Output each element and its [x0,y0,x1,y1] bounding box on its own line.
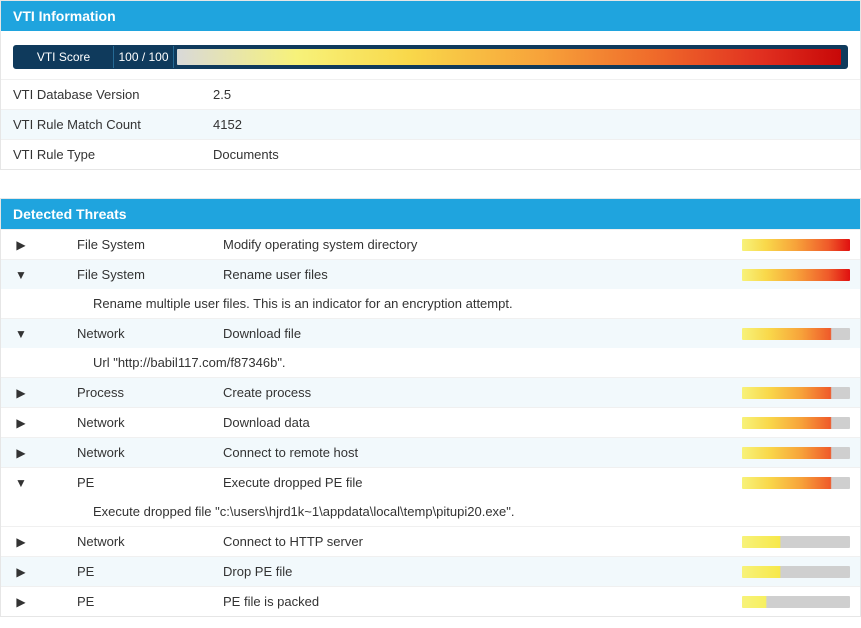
threat-row: ▶PEDrop PE file [1,556,860,586]
vti-score-label: VTI Score [14,46,114,68]
severity-bar [742,566,850,578]
threat-category: Network [33,445,223,460]
vti-kv-label: VTI Rule Type [13,147,213,162]
severity-bar [742,239,850,251]
vti-kv-row: VTI Database Version2.5 [1,79,860,109]
vti-kv-value: 4152 [213,117,848,132]
severity-bar [742,269,850,281]
threats-panel: Detected Threats ▶File SystemModify oper… [0,198,861,617]
threat-description: Create process [223,385,742,400]
vti-kv-value: 2.5 [213,87,848,102]
vti-kv-label: VTI Database Version [13,87,213,102]
vti-kv-rows: VTI Database Version2.5VTI Rule Match Co… [1,79,860,169]
threat-description: Connect to remote host [223,445,742,460]
threat-row: ▶NetworkConnect to remote host [1,437,860,467]
threat-description: PE file is packed [223,594,742,609]
severity-bar [742,387,850,399]
threat-detail: Execute dropped file "c:\users\hjrd1k~1\… [1,497,860,526]
threat-row: ▼NetworkDownload file [1,318,860,348]
threat-description: Execute dropped PE file [223,475,742,490]
severity-bar [742,447,850,459]
threat-description: Drop PE file [223,564,742,579]
threat-description: Download data [223,415,742,430]
threat-row: ▶NetworkConnect to HTTP server [1,526,860,556]
threat-category: PE [33,475,223,490]
threat-detail: Url "http://babil117.com/f87346b". [1,348,860,377]
threat-category: PE [33,594,223,609]
threat-description: Download file [223,326,742,341]
threat-description: Rename user files [223,267,742,282]
threat-category: Network [33,534,223,549]
threat-category: Network [33,326,223,341]
expand-icon[interactable]: ▶ [9,416,33,430]
expand-icon[interactable]: ▶ [9,386,33,400]
vti-kv-row: VTI Rule TypeDocuments [1,139,860,169]
threat-row: ▼PEExecute dropped PE file [1,467,860,497]
threats-header: Detected Threats [1,199,860,229]
threat-description: Connect to HTTP server [223,534,742,549]
threat-detail: Rename multiple user files. This is an i… [1,289,860,318]
threat-row: ▶ProcessCreate process [1,377,860,407]
threat-row: ▶File SystemModify operating system dire… [1,229,860,259]
vti-kv-row: VTI Rule Match Count4152 [1,109,860,139]
severity-bar [742,417,850,429]
collapse-icon[interactable]: ▼ [9,476,33,490]
threat-category: Network [33,415,223,430]
collapse-icon[interactable]: ▼ [9,327,33,341]
expand-icon[interactable]: ▶ [9,446,33,460]
threat-category: File System [33,237,223,252]
threat-category: Process [33,385,223,400]
expand-icon[interactable]: ▶ [9,595,33,609]
expand-icon[interactable]: ▶ [9,238,33,252]
threat-row: ▼File SystemRename user files [1,259,860,289]
severity-bar [742,477,850,489]
vti-kv-label: VTI Rule Match Count [13,117,213,132]
vti-info-header: VTI Information [1,1,860,31]
vti-info-panel: VTI Information VTI Score 100 / 100 VTI … [0,0,861,170]
vti-score-value: 100 / 100 [114,46,174,68]
expand-icon[interactable]: ▶ [9,535,33,549]
threat-row: ▶PEPE file is packed [1,586,860,616]
severity-bar [742,328,850,340]
threat-description: Modify operating system directory [223,237,742,252]
threat-category: File System [33,267,223,282]
expand-icon[interactable]: ▶ [9,565,33,579]
vti-kv-value: Documents [213,147,848,162]
collapse-icon[interactable]: ▼ [9,268,33,282]
vti-score-bar: VTI Score 100 / 100 [13,45,848,69]
severity-bar [742,536,850,548]
threats-list: ▶File SystemModify operating system dire… [1,229,860,616]
vti-score-gradient [177,49,841,65]
threat-row: ▶NetworkDownload data [1,407,860,437]
vti-score-row: VTI Score 100 / 100 [1,31,860,79]
threat-category: PE [33,564,223,579]
severity-bar [742,596,850,608]
